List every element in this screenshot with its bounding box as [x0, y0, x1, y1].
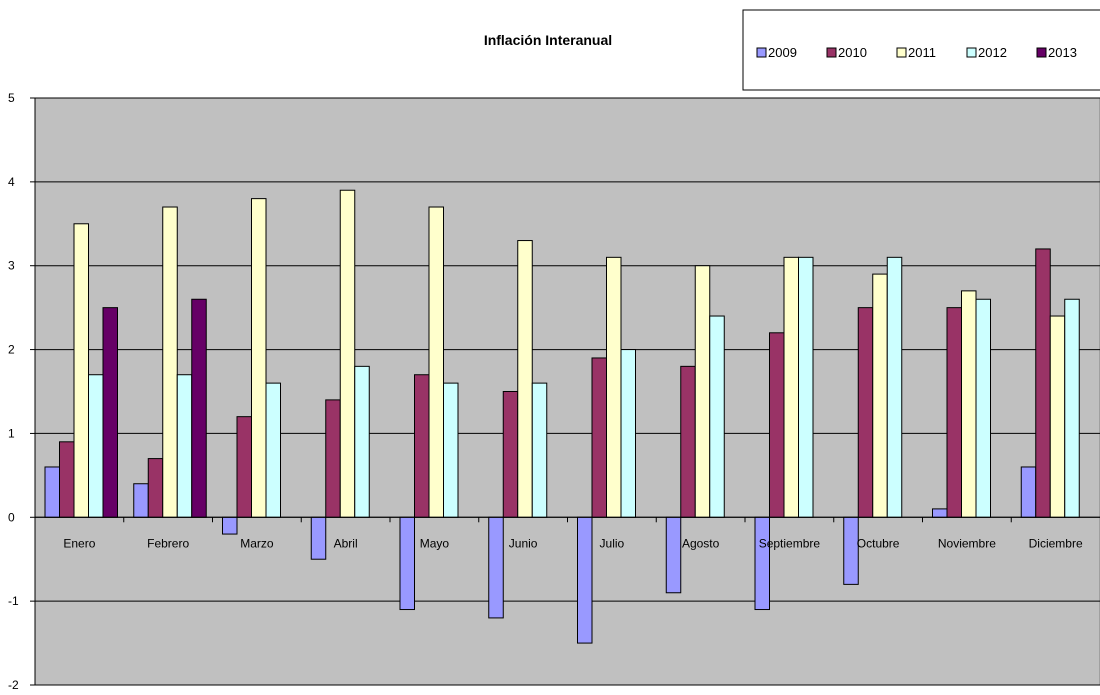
y-tick-label: -2 — [8, 678, 19, 690]
bar-2011-Junio — [517, 240, 533, 518]
legend-label-2011: 2011 — [908, 45, 936, 60]
bar-2011-Agosto — [694, 265, 711, 518]
bar-2010-Noviembre — [946, 307, 962, 518]
x-tick-label: Julio — [600, 536, 625, 550]
axes — [30, 97, 1100, 686]
bar-2011-Septiembre — [783, 256, 799, 518]
y-tick-labels: -2 -1 0 1 2 3 4 5 — [8, 91, 19, 692]
y-tick-label: -1 — [8, 594, 19, 608]
bar-2009-Noviembre — [932, 508, 948, 518]
bar-2012-Julio — [620, 349, 636, 518]
bar-2010-Diciembre — [1035, 248, 1051, 518]
bar-2012-Abril — [354, 365, 370, 518]
chart-title: Inflación Interanual — [484, 32, 612, 48]
bar-2010-Agosto — [680, 365, 696, 518]
bar-2011-Enero — [73, 223, 89, 518]
bar-2010-Julio — [591, 357, 607, 518]
legend-label-2010: 2010 — [838, 45, 867, 60]
bar-2010-Mayo — [414, 374, 430, 518]
x-tick-label: Diciembre — [1029, 536, 1083, 550]
y-tick-label: 3 — [8, 259, 15, 273]
bar-2009-Diciembre — [1020, 466, 1037, 518]
legend-items: 2009 2010 2011 2012 2013 — [756, 45, 1077, 60]
legend-label-2009: 2009 — [768, 45, 797, 60]
bar-2010-Junio — [502, 391, 519, 518]
legend-swatch-2010 — [826, 47, 837, 58]
bar-2012-Mayo — [443, 382, 459, 518]
bar-2010-Enero — [59, 441, 75, 518]
bar-2011-Noviembre — [961, 290, 977, 518]
bar-2010-Abril — [325, 399, 341, 518]
bar-2011-Julio — [606, 256, 622, 518]
bar-2009-Junio — [488, 516, 504, 619]
bar-2012-Enero — [88, 374, 104, 518]
bar-2011-Marzo — [251, 198, 267, 518]
legend-swatch-2011 — [896, 47, 907, 58]
x-tick-label: Enero — [63, 536, 95, 550]
bar-2010-Marzo — [236, 416, 252, 518]
bar-2012-Diciembre — [1064, 298, 1080, 518]
legend: 2009 2010 2011 2012 2013 — [742, 9, 1100, 91]
bar-2009-Mayo — [399, 516, 415, 611]
y-tick-label: 5 — [8, 91, 15, 105]
bar-2011-Abril — [339, 189, 356, 518]
bar-2009-Septiembre — [754, 516, 770, 611]
bar-2009-Agosto — [665, 516, 682, 594]
bar-2009-Febrero — [133, 483, 149, 518]
bar-2012-Marzo — [265, 382, 281, 518]
bar-2011-Octubre — [872, 273, 888, 518]
x-tick-label: Agosto — [682, 536, 720, 550]
bar-2012-Febrero — [176, 374, 193, 518]
bar-2012-Octubre — [886, 256, 903, 518]
x-tick-label: Mayo — [420, 536, 450, 550]
x-tick-label: Septiembre — [759, 536, 821, 550]
bar-2012-Agosto — [709, 315, 725, 518]
bar-2009-Julio — [577, 516, 593, 644]
x-tick-label: Noviembre — [938, 536, 996, 550]
bar-2010-Octubre — [857, 307, 874, 518]
bar-2012-Noviembre — [975, 298, 991, 518]
x-tick-label: Marzo — [240, 536, 274, 550]
x-tick-label: Octubre — [857, 536, 900, 550]
legend-swatch-2012 — [966, 47, 977, 58]
bar-2011-Mayo — [428, 206, 444, 518]
y-tick-label: 4 — [8, 175, 15, 189]
x-tick-label: Abril — [334, 536, 358, 550]
bar-2010-Septiembre — [769, 332, 785, 518]
bar-2010-Febrero — [147, 458, 164, 518]
bar-2011-Febrero — [162, 206, 178, 518]
legend-swatch-2013 — [1036, 47, 1047, 58]
bar-2009-Octubre — [843, 516, 859, 585]
bar-2009-Enero — [44, 466, 60, 518]
y-tick-label: 0 — [8, 510, 15, 524]
bar-2013-Febrero — [191, 298, 207, 518]
plot-area — [34, 97, 1100, 686]
legend-label-2012: 2012 — [978, 45, 1007, 60]
legend-swatch-2009 — [756, 47, 767, 58]
x-tick-label: Junio — [509, 536, 538, 550]
y-tick-label: 1 — [8, 426, 15, 440]
y-tick-label: 2 — [8, 343, 15, 357]
x-tick-labels: Enero Febrero Marzo Abril Mayo Junio Julio Agos… — [63, 536, 1083, 550]
bar-2012-Junio — [531, 382, 548, 518]
legend-label-2013: 2013 — [1048, 45, 1077, 60]
bar-2009-Abril — [310, 516, 327, 560]
bar-2009-Marzo — [222, 516, 238, 535]
bar-2013-Enero — [102, 307, 118, 518]
x-tick-label: Febrero — [147, 536, 189, 550]
bar-2012-Septiembre — [798, 256, 814, 518]
bar-2011-Diciembre — [1049, 315, 1066, 518]
